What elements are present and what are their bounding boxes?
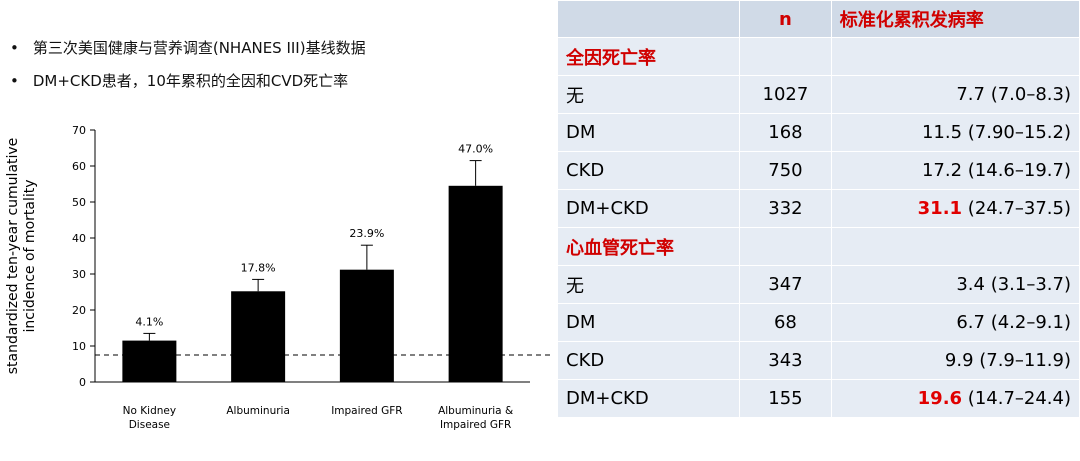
rate: 17.2 (14.6–19.7)	[921, 160, 1071, 181]
rate-cell: 17.2 (14.6–19.7)	[830, 151, 1080, 190]
row: DM 68 6.7 (4.2–9.1)	[556, 303, 1080, 342]
cell	[739, 37, 832, 76]
n-cell: 750	[739, 151, 832, 190]
n-cell: 347	[739, 265, 832, 304]
section-title: 心血管死亡率	[556, 227, 741, 266]
highlight-value: 19.6	[917, 388, 963, 409]
rate-cell: 6.7 (4.2–9.1)	[830, 303, 1080, 342]
bullet: DM+CKD患者，10年累积的全因和CVD死亡率	[10, 70, 348, 91]
header-cell: n	[739, 0, 832, 38]
annotation: 17.8%	[241, 261, 276, 274]
x-tick-label: Albuminuria & Impaired GFR	[438, 405, 514, 431]
rate: 11.5 (7.90–15.2)	[921, 122, 1071, 143]
rate-cell: 9.9 (7.9–11.9)	[830, 341, 1080, 380]
bar	[122, 340, 177, 382]
row-label: DM	[556, 113, 741, 152]
rate-cell: 31.1 (24.7–37.5)	[830, 189, 1080, 228]
row: CKD 343 9.9 (7.9–11.9)	[556, 341, 1080, 380]
row-label: CKD	[556, 341, 741, 380]
annotation: 4.1%	[135, 315, 163, 328]
n-cell: 68	[739, 303, 832, 342]
y-tick-label: 40	[72, 232, 86, 245]
rate: 6.7 (4.2–9.1)	[956, 312, 1071, 333]
rate: (24.7–37.5)	[967, 198, 1071, 219]
row: DM+CKD 155 19.6 (14.7–24.4)	[556, 379, 1080, 418]
cell	[830, 227, 1080, 266]
table: n 标准化累积发病率 全因死亡率无 1027 7.7 (7.0–8.3) DM 168 1…	[556, 0, 1080, 418]
y-tick-label: 50	[72, 196, 86, 209]
section-title: 全因死亡率	[556, 37, 741, 76]
header-cell	[556, 0, 741, 38]
rate-cell: 7.7 (7.0–8.3)	[830, 75, 1080, 114]
row-label: 无	[556, 75, 741, 114]
y-tick-label: 70	[72, 124, 86, 137]
row-label: CKD	[556, 151, 741, 190]
bar	[231, 291, 286, 382]
bar	[448, 185, 503, 382]
rate-cell: 11.5 (7.90–15.2)	[830, 113, 1080, 152]
y-tick-label: 10	[72, 340, 86, 353]
y-tick-label: 20	[72, 304, 86, 317]
row-label: DM	[556, 303, 741, 342]
n-cell: 168	[739, 113, 832, 152]
chart: 0 10 20 30 40 50 60 70 standardized ten-year cum…	[5, 124, 550, 389]
section-row: 心血管死亡率	[556, 227, 1080, 266]
row-label: 无	[556, 265, 741, 304]
n-cell: 343	[739, 341, 832, 380]
header-cell: 标准化累积发病率	[830, 0, 1080, 38]
row: 无 1027 7.7 (7.0–8.3)	[556, 75, 1080, 114]
highlight-value: 31.1	[917, 198, 963, 219]
y-axis-label: incidence of mortality	[22, 179, 38, 332]
n-cell: 332	[739, 189, 832, 228]
rate-cell: 19.6 (14.7–24.4)	[830, 379, 1080, 418]
rate: (14.7–24.4)	[967, 388, 1071, 409]
cell	[830, 37, 1080, 76]
row: DM+CKD 332 31.1 (24.7–37.5)	[556, 189, 1080, 228]
cell	[739, 227, 832, 266]
x-tick-label: Impaired GFR	[331, 405, 403, 417]
row-label: DM+CKD	[556, 379, 741, 418]
y-tick-label: 0	[79, 376, 86, 389]
row: 无 347 3.4 (3.1–3.7)	[556, 265, 1080, 304]
row: CKD 750 17.2 (14.6–19.7)	[556, 151, 1080, 190]
n-cell: 155	[739, 379, 832, 418]
header-row: n 标准化累积发病率	[556, 0, 1080, 38]
rate: 3.4 (3.1–3.7)	[956, 274, 1071, 295]
bar	[339, 269, 394, 382]
n-cell: 1027	[739, 75, 832, 114]
y-tick-label: 60	[72, 160, 86, 173]
row: DM 168 11.5 (7.90–15.2)	[556, 113, 1080, 152]
rate: 9.9 (7.9–11.9)	[944, 350, 1071, 371]
row-label: DM+CKD	[556, 189, 741, 228]
rate-cell: 3.4 (3.1–3.7)	[830, 265, 1080, 304]
y-axis-label: standardized ten-year cumulative	[5, 138, 21, 375]
rate: 7.7 (7.0–8.3)	[956, 84, 1071, 105]
y-tick-label: 30	[72, 268, 86, 281]
section-row: 全因死亡率	[556, 37, 1080, 76]
x-tick-label: Albuminuria	[226, 405, 290, 417]
annotation: 47.0%	[458, 143, 493, 156]
bullet: 第三次美国健康与营养调查(NHANES III)基线数据	[10, 37, 366, 58]
annotation: 23.9%	[349, 227, 384, 240]
x-tick-label: No Kidney Disease	[122, 405, 177, 431]
